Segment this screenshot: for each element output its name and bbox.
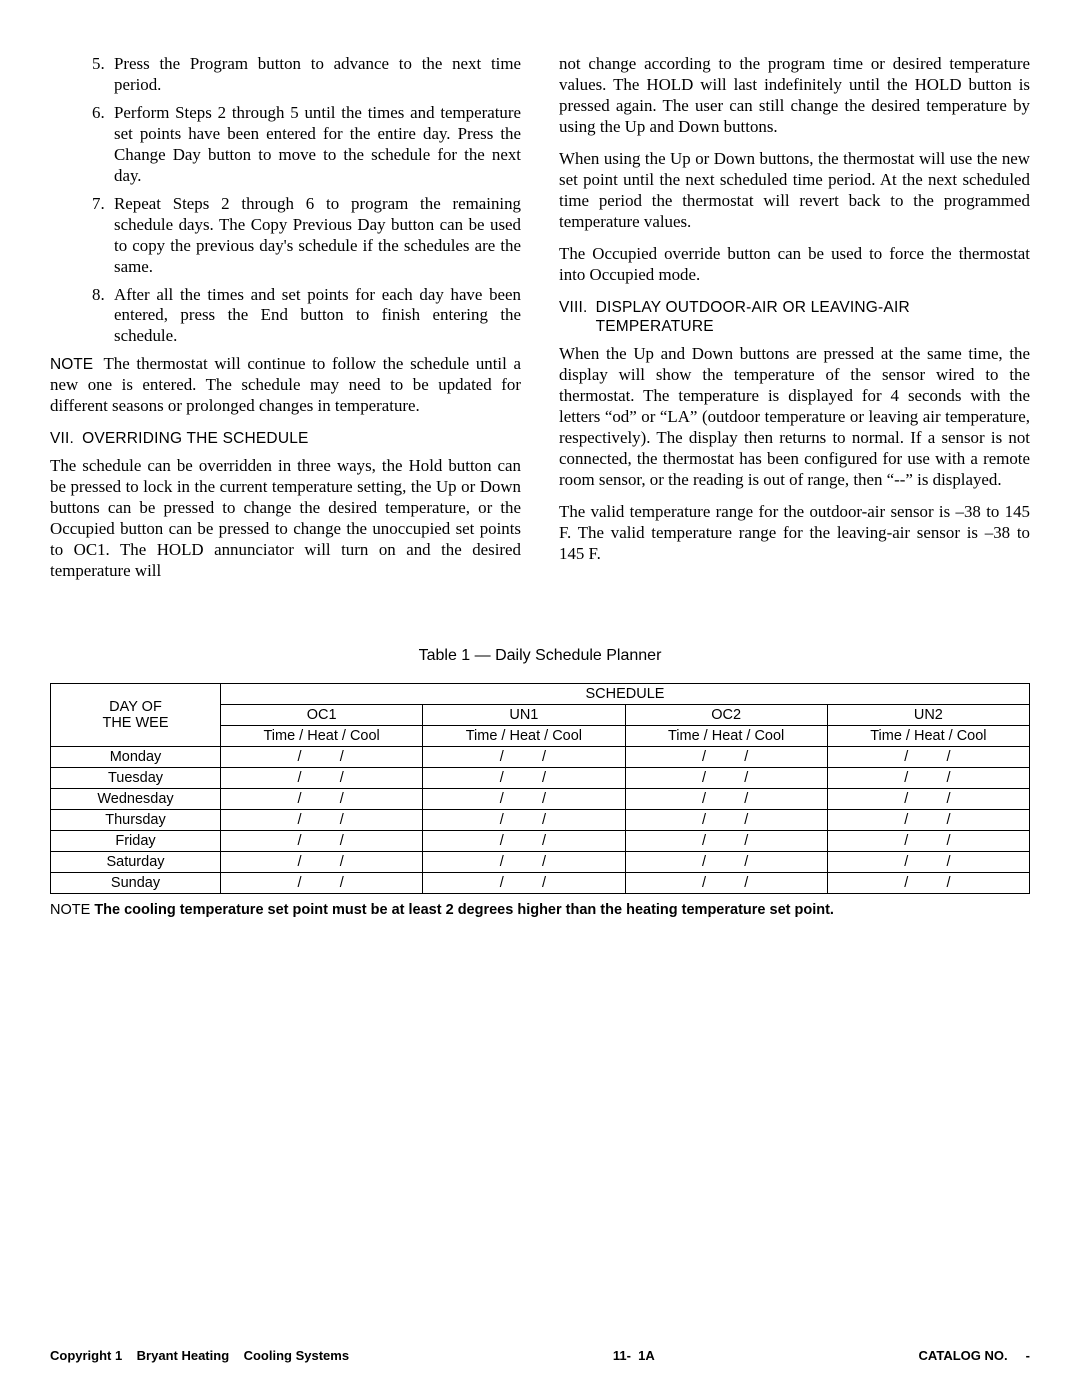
table-row: Wednesday/ // // // / bbox=[51, 789, 1030, 810]
schedule-cell: / / bbox=[423, 873, 625, 894]
schedule-cell: / / bbox=[221, 831, 423, 852]
table-title: Table 1 — Daily Schedule Planner bbox=[50, 647, 1030, 665]
footer-catalog: CATALOG NO. - bbox=[919, 1348, 1030, 1363]
schedule-cell: / / bbox=[625, 747, 827, 768]
schedule-header: SCHEDULE bbox=[221, 684, 1030, 705]
day-header-l2: THE WEE bbox=[102, 715, 168, 731]
schedule-cell: / / bbox=[827, 768, 1029, 789]
schedule-cell: / / bbox=[423, 831, 625, 852]
schedule-cell: / / bbox=[221, 873, 423, 894]
numbered-list: 5. Press the Program button to advance t… bbox=[50, 54, 521, 347]
heading-text-line1: DISPLAY OUTDOOR-AIR OR LEAVING-AIR bbox=[596, 299, 910, 316]
paragraph: When using the Up or Down buttons, the t… bbox=[559, 149, 1030, 233]
table-row: Tuesday/ // // // / bbox=[51, 768, 1030, 789]
two-column-area: 5. Press the Program button to advance t… bbox=[50, 54, 1030, 593]
note-text: The cooling temperature set point must b… bbox=[94, 902, 834, 918]
schedule-cell: / / bbox=[625, 831, 827, 852]
schedule-cell: / / bbox=[423, 852, 625, 873]
list-item: 7. Repeat Steps 2 through 6 to program t… bbox=[92, 194, 521, 278]
schedule-cell: / / bbox=[827, 747, 1029, 768]
schedule-cell: / / bbox=[827, 831, 1029, 852]
list-item: 6. Perform Steps 2 through 5 until the t… bbox=[92, 103, 521, 187]
list-item: 8. After all the times and set points fo… bbox=[92, 285, 521, 348]
list-number: 6. bbox=[92, 103, 114, 187]
list-number: 8. bbox=[92, 285, 114, 348]
left-column: 5. Press the Program button to advance t… bbox=[50, 54, 521, 593]
schedule-cell: / / bbox=[423, 747, 625, 768]
schedule-table: DAY OF THE WEE SCHEDULE OC1 UN1 OC2 UN2 … bbox=[50, 683, 1030, 894]
list-text: Press the Program button to advance to t… bbox=[114, 54, 521, 96]
day-cell: Saturday bbox=[51, 852, 221, 873]
paragraph: The valid temperature range for the outd… bbox=[559, 502, 1030, 565]
period-header: OC2 bbox=[625, 705, 827, 726]
table-section: Table 1 — Daily Schedule Planner DAY OF … bbox=[50, 647, 1030, 918]
paragraph: not change according to the program time… bbox=[559, 54, 1030, 138]
schedule-cell: / / bbox=[827, 852, 1029, 873]
schedule-cell: / / bbox=[423, 810, 625, 831]
table-row: Saturday/ // // // / bbox=[51, 852, 1030, 873]
period-header: UN1 bbox=[423, 705, 625, 726]
schedule-cell: / / bbox=[625, 810, 827, 831]
day-cell: Wednesday bbox=[51, 789, 221, 810]
schedule-cell: / / bbox=[625, 789, 827, 810]
day-cell: Sunday bbox=[51, 873, 221, 894]
heading-roman: VIII. bbox=[559, 298, 588, 336]
heading-text: OVERRIDING THE SCHEDULE bbox=[82, 429, 309, 448]
list-text: After all the times and set points for e… bbox=[114, 285, 521, 348]
sub-header: Time / Heat / Cool bbox=[625, 726, 827, 747]
heading-roman: VII. bbox=[50, 429, 74, 448]
paragraph: The Occupied override button can be used… bbox=[559, 244, 1030, 286]
heading-text-wrap: DISPLAY OUTDOOR-AIR OR LEAVING-AIR TEMPE… bbox=[596, 298, 910, 336]
footer-copyright: Copyright 1 Bryant Heating Cooling Syste… bbox=[50, 1348, 349, 1363]
note-text: The thermostat will continue to follow t… bbox=[50, 354, 521, 415]
note-setpoint: NOTE The cooling temperature set point m… bbox=[50, 902, 1030, 918]
schedule-cell: / / bbox=[827, 873, 1029, 894]
schedule-cell: / / bbox=[625, 768, 827, 789]
note-label: NOTE bbox=[50, 902, 90, 918]
schedule-cell: / / bbox=[827, 789, 1029, 810]
table-row: DAY OF THE WEE SCHEDULE bbox=[51, 684, 1030, 705]
schedule-cell: / / bbox=[423, 789, 625, 810]
period-header: UN2 bbox=[827, 705, 1029, 726]
schedule-cell: / / bbox=[221, 768, 423, 789]
list-text: Perform Steps 2 through 5 until the time… bbox=[114, 103, 521, 187]
day-cell: Thursday bbox=[51, 810, 221, 831]
schedule-cell: / / bbox=[827, 810, 1029, 831]
list-text: Repeat Steps 2 through 6 to program the … bbox=[114, 194, 521, 278]
sub-header: Time / Heat / Cool bbox=[221, 726, 423, 747]
sub-header: Time / Heat / Cool bbox=[423, 726, 625, 747]
schedule-cell: / / bbox=[423, 768, 625, 789]
table-row: Thursday/ // // // / bbox=[51, 810, 1030, 831]
schedule-cell: / / bbox=[221, 789, 423, 810]
heading-overriding: VII. OVERRIDING THE SCHEDULE bbox=[50, 429, 521, 448]
paragraph: When the Up and Down buttons are pressed… bbox=[559, 344, 1030, 491]
table-row: Sunday/ // // // / bbox=[51, 873, 1030, 894]
heading-text-line2: TEMPERATURE bbox=[596, 318, 714, 335]
footer-page: 11- 1A bbox=[613, 1348, 655, 1363]
day-cell: Tuesday bbox=[51, 768, 221, 789]
paragraph: The schedule can be overridden in three … bbox=[50, 456, 521, 582]
note-label: NOTE bbox=[50, 356, 93, 373]
schedule-cell: / / bbox=[221, 810, 423, 831]
schedule-cell: / / bbox=[221, 747, 423, 768]
list-number: 7. bbox=[92, 194, 114, 278]
schedule-cell: / / bbox=[221, 852, 423, 873]
note-schedule: NOTE The thermostat will continue to fol… bbox=[50, 354, 521, 417]
right-column: not change according to the program time… bbox=[559, 54, 1030, 593]
day-cell: Monday bbox=[51, 747, 221, 768]
page-footer: Copyright 1 Bryant Heating Cooling Syste… bbox=[50, 1348, 1030, 1363]
period-header: OC1 bbox=[221, 705, 423, 726]
day-cell: Friday bbox=[51, 831, 221, 852]
schedule-cell: / / bbox=[625, 873, 827, 894]
table-row: Monday/ // // // / bbox=[51, 747, 1030, 768]
table-row: Friday/ // // // / bbox=[51, 831, 1030, 852]
day-header-l1: DAY OF bbox=[109, 699, 162, 715]
heading-display-temp: VIII. DISPLAY OUTDOOR-AIR OR LEAVING-AIR… bbox=[559, 298, 1030, 336]
sub-header: Time / Heat / Cool bbox=[827, 726, 1029, 747]
list-number: 5. bbox=[92, 54, 114, 96]
schedule-cell: / / bbox=[625, 852, 827, 873]
day-header: DAY OF THE WEE bbox=[51, 684, 221, 747]
list-item: 5. Press the Program button to advance t… bbox=[92, 54, 521, 96]
